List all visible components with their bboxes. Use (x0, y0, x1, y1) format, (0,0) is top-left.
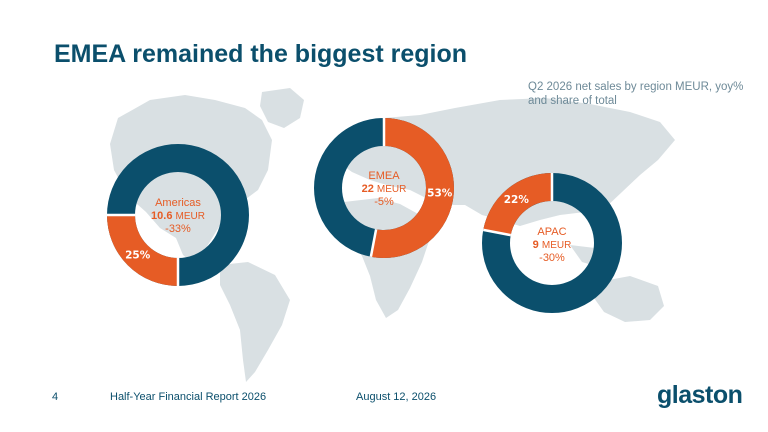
map-south-america (220, 262, 290, 382)
donut-apac-share-label: 22% (504, 194, 530, 206)
donut-apac-yoy-label: -30% (539, 252, 565, 264)
donut-emea-yoy-label: -5% (374, 196, 394, 208)
map-greenland (260, 88, 304, 128)
donut-apac-separator-2 (483, 228, 511, 237)
donut-emea-separator-2 (369, 229, 378, 257)
report-name: Half-Year Financial Report 2026 (110, 391, 267, 403)
donut-americas-value-line: 10.6 MEUR (151, 210, 205, 222)
glaston-logo: glaston (657, 381, 743, 409)
donut-apac: 22% APAC 9 MEUR -30% (481, 173, 622, 313)
donut-americas-unit: MEUR (176, 211, 205, 222)
donut-apac-region-label: APAC (537, 226, 566, 238)
report-date: August 12, 2026 (356, 391, 437, 403)
donut-emea-share-label: 53% (427, 187, 453, 199)
page-number: 4 (52, 391, 59, 403)
donut-americas-value: 10.6 (151, 210, 172, 222)
donut-emea-value-line: 22 MEUR (362, 183, 407, 195)
donut-americas-region-label: Americas (155, 197, 201, 209)
donut-emea-region-label: EMEA (368, 170, 400, 182)
donut-americas-yoy-label: -33% (165, 223, 191, 235)
map-australia (594, 276, 664, 322)
donut-americas: 25% Americas 10.6 MEUR -33% (107, 144, 249, 286)
donut-apac-value-line: 9 MEUR (533, 239, 572, 251)
donut-americas-share-label: 25% (125, 249, 151, 261)
donut-apac-value: 9 (533, 239, 539, 251)
donut-emea-unit: MEUR (377, 184, 406, 195)
map-north-america (110, 95, 272, 265)
donut-emea: 53% EMEA 22 MEUR -5% (314, 118, 454, 258)
slide-title: EMEA remained the biggest region (54, 40, 468, 68)
donut-apac-unit: MEUR (542, 240, 571, 251)
chart-subtitle: Q2 2026 net sales by region MEUR, yoy% a… (528, 81, 744, 107)
donut-emea-value: 22 (362, 183, 374, 195)
